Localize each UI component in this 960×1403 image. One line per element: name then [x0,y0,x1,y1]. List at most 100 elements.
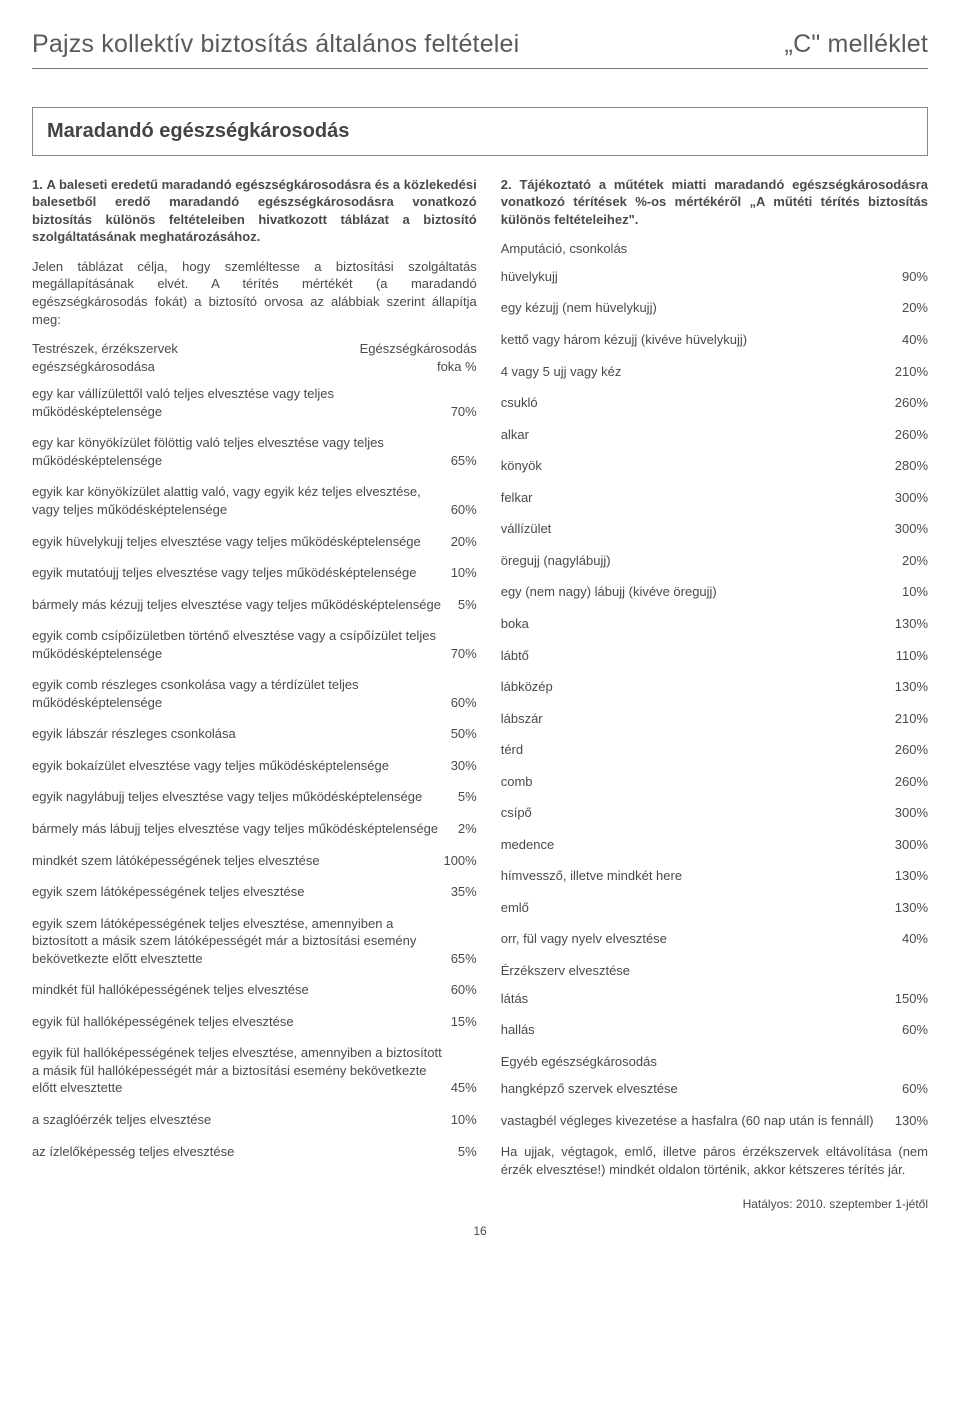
row-label: medence [501,836,895,854]
row-value: 300% [895,804,928,822]
row-label: egyik fül hallóképességének teljes elves… [32,1044,443,1097]
table-row: mindkét fül hallóképességének teljes elv… [32,981,477,999]
row-label: egyik bokaízület elvesztése vagy teljes … [32,757,443,775]
section-other-head: Egyéb egészségkárosodás [501,1053,928,1071]
left-table-header: Testrészek, érzékszervek egészségkárosod… [32,340,477,375]
table-row: egyik szem látóképességének teljes elves… [32,915,477,968]
table-row: egyik fül hallóképességének teljes elves… [32,1013,477,1031]
table-row: a szaglóérzék teljes elvesztése 10% [32,1111,477,1129]
row-label: hallás [501,1021,902,1039]
row-value: 2% [458,820,477,838]
row-label: mindkét fül hallóképességének teljes elv… [32,981,443,999]
table-row: felkar300% [501,489,928,507]
table-row: könyök280% [501,457,928,475]
row-label: bármely más lábujj teljes elvesztése vag… [32,820,450,838]
row-label: csukló [501,394,895,412]
right-p1: 2. Tájékoztató a műtétek miatti maradand… [501,176,928,229]
page-header: Pajzs kollektív biztosítás általános fel… [32,28,928,69]
row-value: 210% [895,363,928,381]
table-row: vállízület300% [501,520,928,538]
row-value: 5% [458,1143,477,1161]
table-row: bármely más lábujj teljes elvesztése vag… [32,820,477,838]
row-label: egyik szem látóképességének teljes elves… [32,883,443,901]
row-label: egyik kar könyökízület alattig való, vag… [32,483,443,518]
right-column: 2. Tájékoztató a műtétek miatti maradand… [501,176,928,1213]
page-number: 16 [32,1223,928,1239]
row-label: egyik lábszár részleges csonkolása [32,725,443,743]
row-label: felkar [501,489,895,507]
row-value: 10% [451,1111,477,1129]
row-label: csípő [501,804,895,822]
row-value: 65% [451,452,477,470]
sense-rows: látás150%hallás60% [501,990,928,1039]
table-row: egyik szem látóképességének teljes elves… [32,883,477,901]
left-th-c1: Testrészek, érzékszervek egészségkárosod… [32,340,178,375]
row-label: egyik nagylábujj teljes elvesztése vagy … [32,788,450,806]
row-label: emlő [501,899,895,917]
table-row: lábszár210% [501,710,928,728]
left-th-c2b: foka % [360,358,477,376]
footer-date: Hatályos: 2010. szeptember 1-jétől [501,1196,928,1212]
row-value: 210% [895,710,928,728]
table-row: öregujj (nagylábujj)20% [501,552,928,570]
row-label: az ízlelőképesség teljes elvesztése [32,1143,450,1161]
row-label: egyik szem látóképességének teljes elves… [32,915,443,968]
left-table: Testrészek, érzékszervek egészségkárosod… [32,340,477,1160]
right-p1-lead: 2. [501,177,512,192]
row-label: öregujj (nagylábujj) [501,552,902,570]
row-value: 40% [902,331,928,349]
row-value: 20% [902,552,928,570]
row-value: 35% [451,883,477,901]
other-rows: hangképző szervek elvesztése60%vastagbél… [501,1080,928,1129]
left-th-c2: Egészségkárosodás foka % [360,340,477,375]
table-row: egy kar vállízülettől való teljes elvesz… [32,385,477,420]
table-row: emlő130% [501,899,928,917]
table-row: boka130% [501,615,928,633]
row-label: egyik comb részleges csonkolása vagy a t… [32,676,443,711]
row-label: boka [501,615,895,633]
row-value: 280% [895,457,928,475]
table-row: egyik comb csípőízületben történő elvesz… [32,627,477,662]
row-label: kettő vagy három kézujj (kivéve hüvelyku… [501,331,902,349]
table-row: hímvessző, illetve mindkét here130% [501,867,928,885]
left-p1-lead: 1. [32,177,43,192]
table-row: az ízlelőképesség teljes elvesztése 5% [32,1143,477,1161]
left-table-body: egy kar vállízülettől való teljes elvesz… [32,385,477,1160]
row-value: 40% [902,930,928,948]
table-row: mindkét szem látóképességének teljes elv… [32,852,477,870]
table-row: térd260% [501,741,928,759]
table-row: alkar260% [501,426,928,444]
table-row: csípő300% [501,804,928,822]
row-value: 300% [895,836,928,854]
row-value: 10% [451,564,477,582]
row-label: könyök [501,457,895,475]
row-value: 10% [902,583,928,601]
right-closing: Ha ujjak, végtagok, emlő, illetve páros … [501,1143,928,1178]
table-row: 4 vagy 5 ujj vagy kéz210% [501,363,928,381]
row-value: 130% [895,899,928,917]
row-label: vállízület [501,520,895,538]
table-row: lábközép130% [501,678,928,696]
amputation-rows: hüvelykujj90% egy kézujj (nem hüvelykujj)… [501,268,928,948]
table-row: vastagbél végleges kivezetése a hasfalra… [501,1112,928,1130]
row-label: lábközép [501,678,895,696]
row-label: hüvelykujj [501,268,902,286]
row-label: egy kar vállízülettől való teljes elvesz… [32,385,443,420]
row-value: 60% [451,981,477,999]
table-row: bármely más kézujj teljes elvesztése vag… [32,596,477,614]
left-th-c2a: Egészségkárosodás [360,340,477,358]
row-value: 65% [451,950,477,968]
table-row: egy kézujj (nem hüvelykujj)20% [501,299,928,317]
left-column: 1. A baleseti eredetű maradandó egészség… [32,176,477,1213]
row-label: bármely más kézujj teljes elvesztése vag… [32,596,450,614]
table-row: hüvelykujj90% [501,268,928,286]
table-row: egy (nem nagy) lábujj (kivéve öregujj)10… [501,583,928,601]
row-value: 70% [451,403,477,421]
row-value: 20% [451,533,477,551]
row-value: 90% [902,268,928,286]
row-label: a szaglóérzék teljes elvesztése [32,1111,443,1129]
row-value: 5% [458,596,477,614]
table-row: comb260% [501,773,928,791]
row-value: 130% [895,678,928,696]
row-label: egy (nem nagy) lábujj (kivéve öregujj) [501,583,902,601]
